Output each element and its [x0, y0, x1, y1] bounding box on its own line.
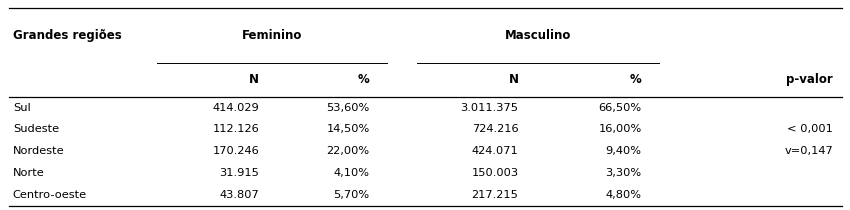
Text: N: N — [249, 73, 259, 86]
Text: 22,00%: 22,00% — [326, 146, 370, 156]
Text: 5,70%: 5,70% — [333, 190, 370, 200]
Text: Norte: Norte — [13, 168, 44, 178]
Text: 150.003: 150.003 — [472, 168, 518, 178]
Text: 43.807: 43.807 — [219, 190, 259, 200]
Text: Nordeste: Nordeste — [13, 146, 65, 156]
Text: N: N — [508, 73, 518, 86]
Text: 16,00%: 16,00% — [598, 124, 642, 134]
Text: %: % — [358, 73, 370, 86]
Text: 217.215: 217.215 — [472, 190, 518, 200]
Text: 31.915: 31.915 — [219, 168, 259, 178]
Text: 414.029: 414.029 — [212, 102, 259, 113]
Text: 53,60%: 53,60% — [326, 102, 370, 113]
Text: 4,10%: 4,10% — [334, 168, 370, 178]
Text: 724.216: 724.216 — [472, 124, 518, 134]
Text: 3.011.375: 3.011.375 — [461, 102, 518, 113]
Text: Masculino: Masculino — [504, 29, 571, 42]
Text: < 0,001: < 0,001 — [787, 124, 833, 134]
Text: 112.126: 112.126 — [212, 124, 259, 134]
Text: 9,40%: 9,40% — [606, 146, 642, 156]
Text: Grandes regiões: Grandes regiões — [13, 29, 122, 42]
Text: 424.071: 424.071 — [472, 146, 518, 156]
Text: 66,50%: 66,50% — [598, 102, 642, 113]
Text: p-valor: p-valor — [786, 73, 833, 86]
Text: Centro-oeste: Centro-oeste — [13, 190, 87, 200]
Text: Sul: Sul — [13, 102, 31, 113]
Text: Feminino: Feminino — [241, 29, 303, 42]
Text: 3,30%: 3,30% — [605, 168, 642, 178]
Text: v=0,147: v=0,147 — [785, 146, 833, 156]
Text: %: % — [630, 73, 642, 86]
Text: 14,50%: 14,50% — [326, 124, 370, 134]
Text: Sudeste: Sudeste — [13, 124, 59, 134]
Text: 170.246: 170.246 — [212, 146, 259, 156]
Text: 4,80%: 4,80% — [606, 190, 642, 200]
